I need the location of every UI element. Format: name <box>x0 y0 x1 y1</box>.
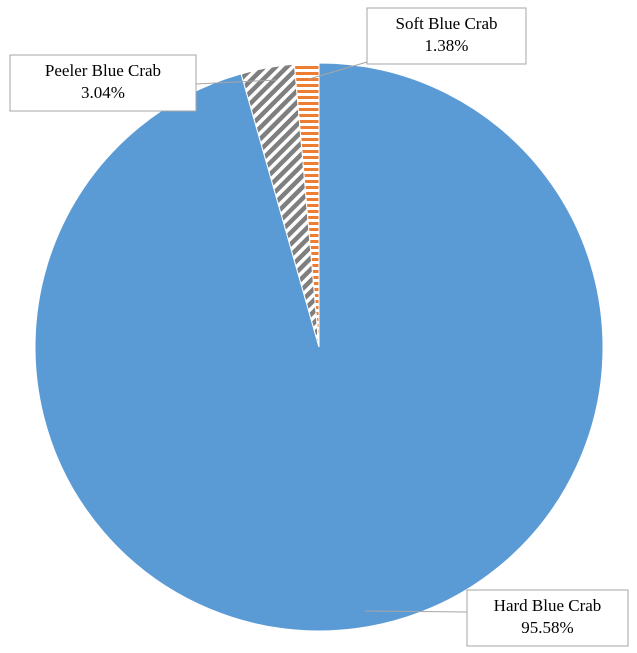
value-label: 95.58% <box>521 618 573 637</box>
slice-label: Peeler Blue Crab <box>45 61 161 80</box>
leader-line <box>364 610 468 613</box>
pie-slice <box>293 62 320 348</box>
value-label: 3.04% <box>81 83 125 102</box>
leader-line <box>308 61 368 80</box>
label-box <box>9 54 197 112</box>
value-label: 1.38% <box>425 36 469 55</box>
slice-label: Hard Blue Crab <box>494 596 602 615</box>
label-box <box>366 7 527 65</box>
leader-line <box>195 79 277 85</box>
label-box <box>466 589 629 647</box>
slice-label: Soft Blue Crab <box>396 14 498 33</box>
